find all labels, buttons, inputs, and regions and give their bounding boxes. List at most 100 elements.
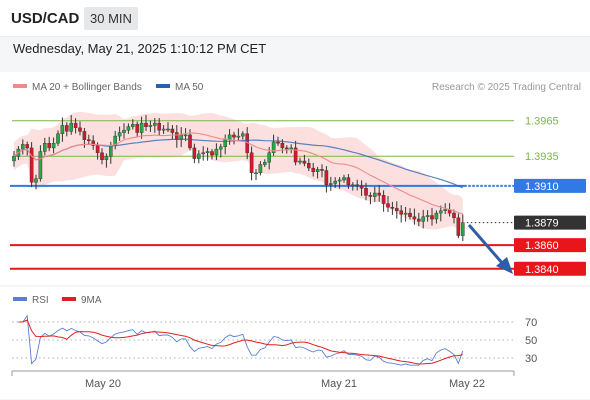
candle-body-71 bbox=[324, 170, 329, 185]
candle-body-16 bbox=[82, 131, 87, 140]
candle-body-89 bbox=[403, 212, 408, 215]
candle-body-32 bbox=[152, 122, 157, 126]
legend-label-ma20: MA 20 + Bollinger Bands bbox=[32, 82, 142, 93]
candle-body-73 bbox=[333, 180, 338, 184]
candle-body-96 bbox=[434, 212, 439, 220]
candle-body-86 bbox=[390, 206, 395, 209]
candle-body-2 bbox=[21, 144, 25, 150]
candle-body-78 bbox=[355, 184, 360, 187]
rsi-line bbox=[18, 314, 464, 366]
rsi-ma-legend-label: 9MA bbox=[81, 295, 102, 306]
candle-body-98 bbox=[443, 209, 448, 211]
candle-body-22 bbox=[108, 145, 113, 157]
rsi-legend-label: RSI bbox=[32, 295, 49, 306]
candle-body-4 bbox=[29, 147, 34, 183]
candle-body-34 bbox=[161, 128, 166, 131]
candle-body-20 bbox=[100, 152, 104, 160]
candle-body-70 bbox=[320, 169, 324, 171]
level-badge-5 bbox=[514, 261, 586, 276]
candle-body-72 bbox=[329, 183, 333, 185]
candle-body-41 bbox=[192, 147, 197, 159]
candle-body-28 bbox=[135, 123, 140, 133]
candle-body-50 bbox=[232, 134, 236, 138]
candle-body-94 bbox=[425, 215, 430, 217]
candle-body-69 bbox=[315, 169, 320, 172]
candle-body-26 bbox=[126, 126, 131, 131]
candle-body-102 bbox=[461, 222, 465, 236]
candle-body-33 bbox=[157, 122, 162, 131]
candle-body-15 bbox=[78, 127, 82, 132]
legend-label-ma50: MA 50 bbox=[175, 82, 204, 93]
candle-body-66 bbox=[302, 160, 307, 164]
candle-body-87 bbox=[395, 208, 399, 211]
candle-body-97 bbox=[439, 210, 443, 214]
candle-body-91 bbox=[412, 216, 417, 220]
candle-body-58 bbox=[267, 152, 272, 163]
candle-body-37 bbox=[174, 132, 179, 140]
candle-body-9 bbox=[51, 142, 56, 149]
candle-body-3 bbox=[25, 144, 30, 149]
candle-body-92 bbox=[417, 218, 421, 222]
candle-body-10 bbox=[56, 133, 60, 144]
candle-body-60 bbox=[276, 141, 280, 144]
candle-body-8 bbox=[47, 142, 51, 149]
main-panel bbox=[0, 72, 590, 285]
candle-body-79 bbox=[359, 185, 364, 189]
rsi-tick-2: 30 bbox=[525, 353, 537, 365]
candle-body-5 bbox=[34, 178, 38, 183]
candle-body-29 bbox=[139, 122, 144, 133]
rsi-tick-1: 50 bbox=[525, 335, 537, 347]
price-levels bbox=[10, 120, 514, 270]
x-tick-label-2: May 22 bbox=[449, 378, 485, 390]
candle-body-75 bbox=[342, 177, 346, 181]
candle-body-82 bbox=[373, 192, 377, 197]
level-label-2: 1.3910 bbox=[525, 181, 559, 193]
timeframe-button[interactable]: 30 MIN bbox=[84, 7, 138, 30]
candle-body-65 bbox=[298, 160, 302, 163]
candle-body-85 bbox=[386, 203, 390, 208]
rsi-ma-line bbox=[18, 319, 463, 365]
candle-body-68 bbox=[311, 167, 316, 172]
candle-body-39 bbox=[183, 134, 188, 137]
candle-body-31 bbox=[148, 125, 153, 127]
candle-body-7 bbox=[43, 142, 47, 152]
candle-body-101 bbox=[456, 217, 461, 236]
candle-body-48 bbox=[223, 139, 228, 147]
candle-body-76 bbox=[346, 177, 351, 185]
candle-body-24 bbox=[117, 132, 122, 137]
candle-body-6 bbox=[38, 151, 43, 179]
candle-body-12 bbox=[64, 125, 69, 132]
candle-body-14 bbox=[73, 122, 78, 128]
candle-body-63 bbox=[289, 147, 294, 150]
candle-body-11 bbox=[60, 125, 65, 134]
level-label-3: 1.3879 bbox=[525, 218, 559, 230]
candle-body-59 bbox=[271, 141, 276, 153]
candle-body-25 bbox=[122, 129, 126, 133]
candle-body-88 bbox=[399, 210, 404, 215]
candle-body-54 bbox=[249, 152, 254, 173]
candle-body-74 bbox=[337, 179, 342, 182]
candle-body-90 bbox=[408, 212, 412, 217]
x-axis: May 20 May 21 May 22 bbox=[11, 370, 515, 390]
level-badge-2 bbox=[514, 178, 586, 193]
candle-body-13 bbox=[69, 122, 73, 132]
candle-body-17 bbox=[86, 139, 91, 142]
candle-body-64 bbox=[293, 147, 298, 163]
candle-body-49 bbox=[227, 134, 232, 140]
credit-text: Research © 2025 Trading Central bbox=[432, 82, 581, 93]
level-label-4: 1.3860 bbox=[525, 240, 559, 252]
x-tick-label-1: May 21 bbox=[321, 378, 357, 390]
candle-body-84 bbox=[381, 195, 386, 204]
x-tick-label-0: May 20 bbox=[85, 378, 121, 390]
candle-body-77 bbox=[351, 184, 355, 186]
candle-body-40 bbox=[188, 134, 192, 149]
candle-body-80 bbox=[364, 187, 368, 196]
candle-body-36 bbox=[170, 128, 175, 133]
candle-body-57 bbox=[263, 161, 267, 165]
candle-body-42 bbox=[196, 153, 201, 159]
candle-body-46 bbox=[214, 148, 219, 156]
rsi-tick-0: 70 bbox=[525, 317, 537, 329]
candle-body-47 bbox=[218, 146, 223, 150]
